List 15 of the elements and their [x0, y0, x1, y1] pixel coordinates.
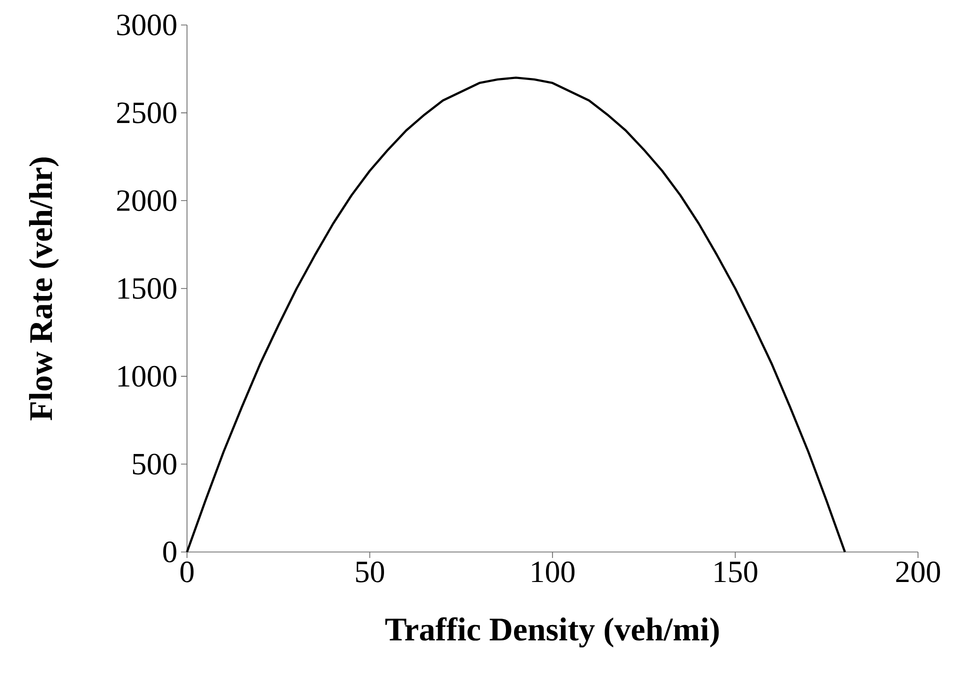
y-tick-label: 2000: [117, 190, 176, 212]
y-tick-label: 0: [163, 542, 176, 562]
y-tick-label: 2500: [117, 102, 176, 124]
x-tick-label: 50: [356, 562, 384, 582]
x-tick-label: 100: [532, 562, 574, 582]
y-axis-title: Flow Rate (veh/hr): [29, 158, 59, 420]
x-tick-label: 200: [896, 562, 940, 582]
line-series: [186, 76, 846, 554]
x-tick-label: 0: [180, 562, 194, 582]
x-axis-title: Traffic Density (veh/mi): [385, 617, 719, 648]
y-tick-label: 3000: [117, 14, 176, 36]
x-tick-label: 150: [714, 562, 758, 582]
y-tick-label: 500: [132, 454, 176, 475]
y-tick-label: 1000: [118, 366, 176, 387]
y-tick-label: 1500: [118, 278, 176, 299]
